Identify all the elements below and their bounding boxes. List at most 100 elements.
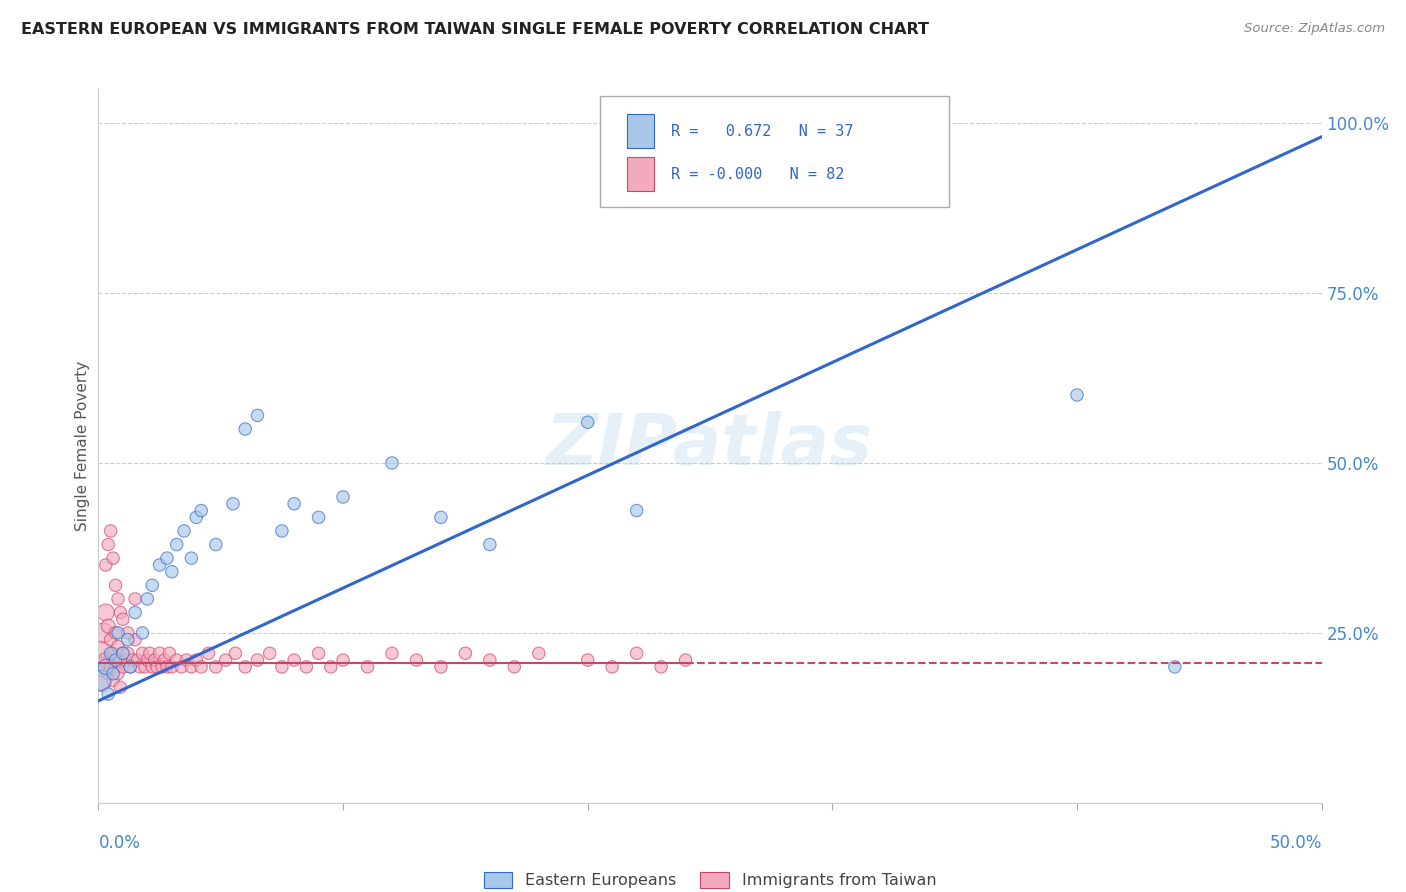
FancyBboxPatch shape — [600, 96, 949, 207]
Point — [111, 612, 134, 626]
Point — [94, 558, 117, 572]
Point — [430, 510, 453, 524]
Point — [1066, 388, 1088, 402]
Point — [131, 626, 153, 640]
Point — [131, 646, 153, 660]
Point — [120, 660, 142, 674]
Point — [222, 497, 245, 511]
Point — [381, 646, 404, 660]
Point — [107, 591, 129, 606]
Point — [101, 666, 124, 681]
Point — [110, 680, 132, 694]
Point — [91, 660, 114, 674]
Point — [156, 660, 179, 674]
Point — [94, 653, 117, 667]
Point — [405, 653, 427, 667]
Point — [190, 660, 212, 674]
Point — [626, 503, 648, 517]
Point — [97, 619, 120, 633]
Point — [454, 646, 477, 660]
Point — [576, 653, 599, 667]
Point — [295, 660, 318, 674]
Text: R = -0.000   N = 82: R = -0.000 N = 82 — [671, 167, 844, 182]
Point — [90, 673, 112, 688]
Point — [173, 524, 195, 538]
Point — [141, 578, 163, 592]
Point — [186, 653, 208, 667]
Text: 50.0%: 50.0% — [1270, 834, 1322, 852]
Point — [107, 666, 129, 681]
Point — [104, 626, 127, 640]
Point — [332, 490, 354, 504]
Point — [124, 606, 146, 620]
Point — [129, 660, 152, 674]
Y-axis label: Single Female Poverty: Single Female Poverty — [75, 361, 90, 531]
Point — [141, 660, 163, 674]
Point — [308, 510, 330, 524]
Point — [146, 660, 169, 674]
Point — [120, 660, 142, 674]
Point — [430, 660, 453, 674]
Point — [503, 660, 526, 674]
Point — [1164, 660, 1187, 674]
Point — [136, 653, 159, 667]
Point — [104, 653, 127, 667]
Point — [270, 524, 294, 538]
Point — [478, 537, 501, 551]
Point — [117, 646, 139, 660]
Point — [270, 660, 294, 674]
Point — [170, 660, 193, 674]
Point — [233, 422, 256, 436]
Point — [101, 646, 124, 660]
Point — [139, 646, 162, 660]
Point — [117, 626, 139, 640]
Point — [107, 640, 129, 654]
Point — [308, 646, 330, 660]
Point — [124, 591, 146, 606]
Point — [176, 653, 198, 667]
Point — [332, 653, 354, 667]
Point — [114, 653, 136, 667]
Point — [214, 653, 236, 667]
Point — [180, 660, 202, 674]
Point — [100, 660, 122, 674]
Point — [166, 653, 188, 667]
Point — [94, 660, 117, 674]
Point — [166, 537, 188, 551]
Point — [527, 646, 550, 660]
Point — [101, 673, 124, 688]
Point — [233, 660, 256, 674]
Point — [246, 409, 269, 423]
Point — [224, 646, 246, 660]
Point — [97, 687, 120, 701]
Point — [156, 551, 179, 566]
Point — [186, 510, 208, 524]
Point — [110, 653, 132, 667]
Point — [143, 653, 166, 667]
Point — [124, 632, 146, 647]
Point — [117, 632, 139, 647]
Text: R =   0.672   N = 37: R = 0.672 N = 37 — [671, 124, 853, 139]
Point — [600, 660, 623, 674]
Point — [197, 646, 219, 660]
Point — [283, 653, 305, 667]
Point — [180, 551, 202, 566]
Point — [104, 578, 127, 592]
Point — [100, 646, 122, 660]
Text: Source: ZipAtlas.com: Source: ZipAtlas.com — [1244, 22, 1385, 36]
Point — [259, 646, 281, 660]
Point — [675, 653, 697, 667]
Point — [149, 558, 172, 572]
Point — [90, 646, 112, 660]
Point — [283, 497, 305, 511]
Point — [626, 646, 648, 660]
Point — [153, 653, 176, 667]
Point — [94, 606, 117, 620]
Point — [149, 646, 172, 660]
Point — [100, 632, 122, 647]
Text: ZIPatlas: ZIPatlas — [547, 411, 873, 481]
Point — [101, 551, 124, 566]
Point — [111, 646, 134, 660]
Point — [190, 503, 212, 517]
Point — [576, 415, 599, 429]
